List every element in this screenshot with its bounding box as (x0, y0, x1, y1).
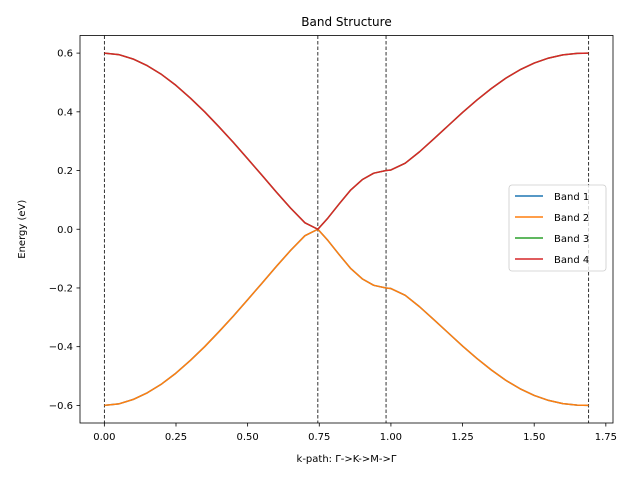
x-tick-label-0: 0.00 (93, 432, 115, 443)
legend-label-2: Band 2 (554, 213, 589, 224)
y-axis-ticks: −0.6 −0.4 −0.2 0.0 0.2 0.4 0.6 (49, 49, 80, 412)
x-axis-ticks: 0.00 0.25 0.50 0.75 1.00 1.25 1.50 1.75 (93, 423, 617, 443)
y-tick-label-6: 0.6 (57, 49, 73, 60)
x-tick-label-4: 1.00 (380, 432, 402, 443)
chart-title: Band Structure (301, 15, 391, 29)
y-tick-label-2: −0.2 (49, 283, 73, 294)
series-line-4 (104, 52, 589, 230)
y-tick-label-5: 0.4 (57, 107, 73, 118)
x-tick-label-7: 1.75 (595, 432, 617, 443)
legend-label-4: Band 4 (554, 255, 589, 266)
y-tick-label-1: −0.4 (49, 342, 73, 353)
legend-box (508, 184, 607, 272)
y-tick-label-0: −0.6 (49, 401, 73, 412)
legend-label-3: Band 3 (554, 234, 589, 245)
series-lines (104, 52, 589, 407)
legend-label-1: Band 1 (554, 192, 589, 203)
x-tick-label-3: 0.75 (308, 432, 330, 443)
x-tick-label-5: 1.25 (451, 432, 473, 443)
x-tick-label-1: 0.25 (165, 432, 187, 443)
x-tick-label-2: 0.50 (237, 432, 259, 443)
x-axis-label: k-path: Γ->K->M->Γ (297, 454, 397, 465)
y-tick-label-3: 0.0 (57, 225, 73, 236)
x-tick-label-6: 1.50 (523, 432, 545, 443)
legend: Band 1 Band 2 Band 3 Band 4 (508, 184, 607, 272)
series-line-2 (104, 228, 589, 407)
y-tick-label-4: 0.2 (57, 166, 73, 177)
y-axis-label: Energy (eV) (17, 200, 28, 259)
